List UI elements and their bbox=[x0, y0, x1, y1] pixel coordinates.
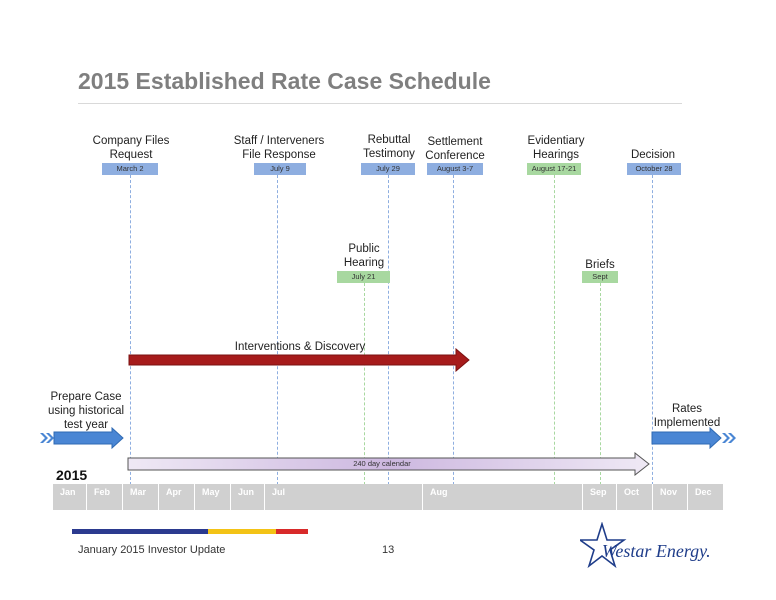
date-badge-evidentiary: August 17-21 bbox=[527, 163, 581, 175]
page-number: 13 bbox=[382, 544, 395, 556]
month-jul: Jul bbox=[264, 484, 422, 510]
date-badge-staff-response: July 9 bbox=[254, 163, 306, 175]
month-sep: Sep bbox=[582, 484, 616, 510]
footer-caption: January 2015 Investor Update bbox=[78, 544, 226, 556]
calendar-240-day-arrow bbox=[127, 452, 650, 476]
month-mar: Mar bbox=[122, 484, 158, 510]
event-label-public-hearing: Public Hearing bbox=[343, 243, 385, 269]
event-label-settlement: Settlement Conference bbox=[425, 136, 485, 162]
event-label-briefs: Briefs bbox=[585, 259, 615, 271]
guide-line-evidentiary bbox=[554, 175, 555, 485]
footer-stripe-navy bbox=[72, 529, 208, 534]
footer-stripe-red bbox=[276, 529, 308, 534]
date-badge-settlement: August 3-7 bbox=[427, 163, 483, 175]
title-divider bbox=[78, 103, 682, 104]
rates-implemented-label: Rates Implemented bbox=[653, 403, 721, 429]
date-badge-company-files: March 2 bbox=[102, 163, 158, 175]
logo-wordmark: Westar Energy. bbox=[602, 541, 711, 561]
rates-implemented-arrow bbox=[651, 427, 736, 449]
date-badge-briefs: Sept bbox=[582, 271, 618, 283]
month-nov: Nov bbox=[652, 484, 687, 510]
prepare-case-arrow bbox=[40, 427, 124, 449]
month-dec: Dec bbox=[687, 484, 723, 510]
year-label: 2015 bbox=[56, 467, 88, 483]
month-jun: Jun bbox=[230, 484, 264, 510]
westar-star-icon bbox=[577, 521, 627, 569]
month-oct: Oct bbox=[616, 484, 652, 510]
interventions-arrow bbox=[128, 348, 470, 372]
calendar-240-day-label: 240 day calendar bbox=[353, 459, 411, 468]
month-aug: Aug bbox=[422, 484, 582, 510]
month-bar: Jan Feb Mar Apr May Jun Jul Aug Sep Oct … bbox=[53, 484, 723, 510]
interventions-label: Interventions & Discovery bbox=[234, 341, 366, 353]
month-apr: Apr bbox=[158, 484, 194, 510]
event-label-company-files: Company Files Request bbox=[92, 135, 170, 161]
event-label-decision: Decision bbox=[630, 149, 676, 161]
guide-line-public-hearing bbox=[364, 283, 365, 485]
date-badge-public-hearing: July 21 bbox=[337, 271, 390, 283]
event-label-rebuttal: Rebuttal Testimony bbox=[363, 134, 415, 160]
month-feb: Feb bbox=[86, 484, 122, 510]
guide-line-staff-response bbox=[277, 175, 278, 485]
page-title: 2015 Established Rate Case Schedule bbox=[78, 68, 491, 94]
guide-line-decision bbox=[652, 175, 653, 485]
footer-stripe-yellow bbox=[208, 529, 276, 534]
month-jan: Jan bbox=[60, 487, 76, 497]
event-label-evidentiary: Evidentiary Hearings bbox=[527, 135, 585, 161]
guide-line-company-files bbox=[130, 175, 131, 485]
prepare-case-label: Prepare Case using historical test year bbox=[47, 391, 125, 431]
date-badge-decision: October 28 bbox=[627, 163, 681, 175]
guide-line-briefs bbox=[600, 283, 601, 485]
date-badge-rebuttal: July 29 bbox=[361, 163, 415, 175]
guide-line-settlement bbox=[453, 175, 454, 485]
westar-energy-logo: Westar Energy. bbox=[577, 521, 715, 572]
event-label-staff-response: Staff / Interveners File Response bbox=[233, 135, 325, 161]
guide-line-rebuttal bbox=[388, 175, 389, 485]
month-may: May bbox=[194, 484, 230, 510]
